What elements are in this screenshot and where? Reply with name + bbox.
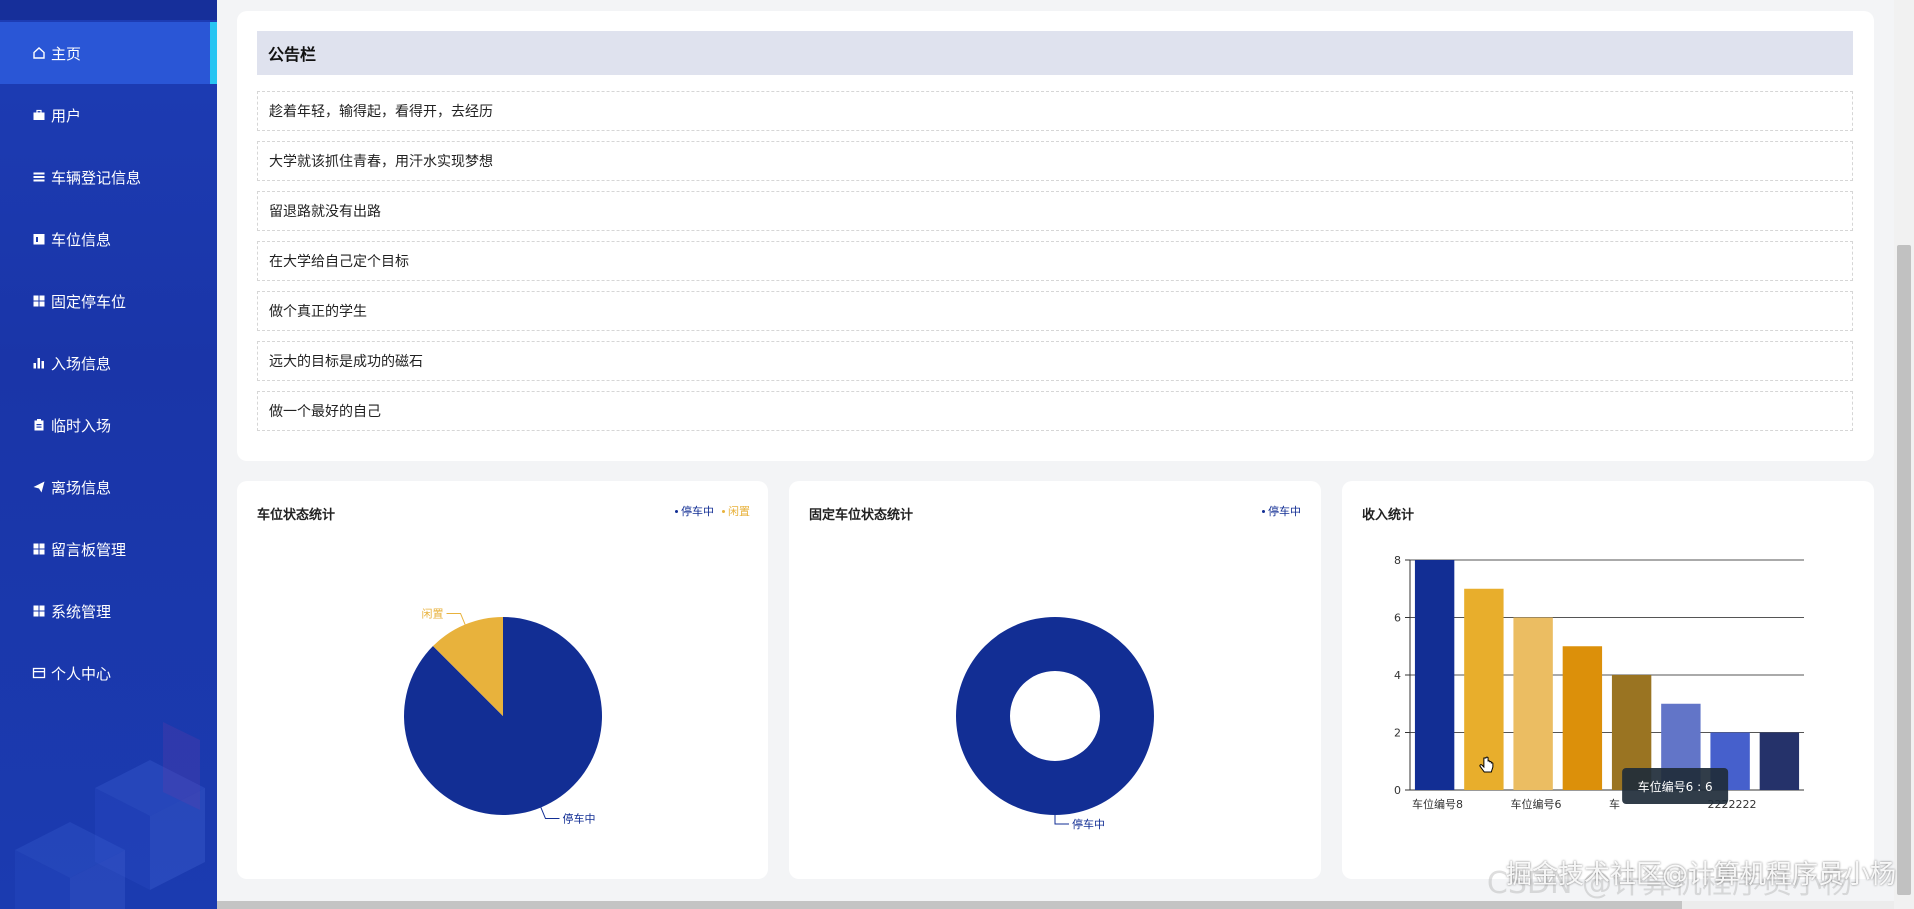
sidebar-item-fixed-parking[interactable]: 固定停车位: [0, 270, 217, 332]
chart-legend: 停车中 闲置: [675, 503, 750, 519]
pie-slice[interactable]: [404, 617, 603, 815]
id-card-icon: [32, 666, 46, 680]
chart-title: 收入统计: [1362, 508, 1415, 523]
y-tick-label: 4: [1394, 669, 1401, 682]
legend-item[interactable]: 闲置: [722, 503, 750, 519]
bar-chart-icon: [32, 356, 46, 370]
bar[interactable]: [1513, 617, 1553, 791]
notice-item[interactable]: 远大的目标是成功的磁石: [257, 341, 1853, 381]
legend-item[interactable]: 停车中: [1262, 503, 1301, 519]
notice-item[interactable]: 趁着年轻，输得起，看得开，去经历: [257, 91, 1853, 131]
grid-icon: [32, 294, 46, 308]
sidebar-item-exit-info[interactable]: 离场信息: [0, 456, 217, 518]
horizontal-scrollbar[interactable]: [217, 901, 1894, 909]
sidebar-item-label: 入场信息: [51, 354, 112, 373]
sidebar-item-label: 固定停车位: [51, 292, 127, 311]
briefcase-icon: [32, 108, 46, 122]
sidebar-item-vehicle-registration[interactable]: 车辆登记信息: [0, 146, 217, 208]
y-tick-label: 8: [1394, 554, 1401, 567]
bar[interactable]: [1562, 646, 1603, 790]
y-tick-label: 6: [1394, 612, 1401, 625]
sidebar: 主页 用户 车辆登记信息 车位信息 固定停车位 入场信息 临时入: [0, 0, 217, 909]
tooltip-background: [1622, 768, 1729, 804]
x-tick-label: 车位编号6: [1510, 797, 1561, 811]
calendar-icon: [32, 232, 46, 246]
hand-cursor-icon: [1479, 756, 1494, 773]
vertical-scrollbar-thumb[interactable]: [1897, 245, 1911, 895]
bar[interactable]: [1464, 588, 1504, 790]
notice-item[interactable]: 做一个最好的自己: [257, 391, 1853, 431]
home-icon: [32, 46, 46, 60]
notice-board-panel: 公告栏 趁着年轻，输得起，看得开，去经历 大学就该抓住青春，用汗水实现梦想 留退…: [237, 11, 1874, 461]
legend-label: 停车中: [1268, 505, 1301, 518]
sidebar-top-bar: [0, 0, 217, 20]
donut-slice[interactable]: [956, 617, 1154, 815]
chart-title: 车位状态统计: [257, 508, 336, 523]
chart-tooltip: 车位编号6 : 6: [1622, 768, 1729, 804]
sidebar-item-personal-center[interactable]: 个人中心: [0, 642, 217, 704]
grid-icon: [32, 542, 46, 556]
parking-status-chart-panel: 车位状态统计 停车中 闲置 停车中 闲置: [237, 481, 768, 879]
sidebar-item-parking-space[interactable]: 车位信息: [0, 208, 217, 270]
sidebar-item-label: 临时入场: [51, 416, 112, 435]
sidebar-item-system-management[interactable]: 系统管理: [0, 580, 217, 642]
legend-dot-icon: [675, 509, 678, 513]
sidebar-item-home[interactable]: 主页: [0, 22, 217, 84]
notice-item[interactable]: 做个真正的学生: [257, 291, 1853, 331]
tooltip-label: 车位编号6 : 6: [1638, 779, 1713, 794]
income-chart-panel: 收入统计 0 2 4 6 8 车位编号8 车位编号6 车 2222222 车位编号6 : 6: [1342, 481, 1874, 879]
legend-dot-icon: [722, 509, 725, 513]
send-icon: [32, 480, 46, 494]
legend-label: 停车中: [681, 505, 714, 518]
watermark-ghost: CSDN @计算机程序员小杨: [1486, 866, 1852, 901]
sidebar-item-label: 个人中心: [51, 664, 112, 683]
list-icon: [32, 170, 46, 184]
pie-slice[interactable]: [433, 617, 503, 716]
pie-label-line: [446, 612, 466, 625]
legend-label: 闲置: [728, 505, 750, 518]
sidebar-item-users[interactable]: 用户: [0, 84, 217, 146]
legend-dot-icon: [1262, 509, 1265, 513]
y-tick-label: 0: [1394, 784, 1401, 797]
sidebar-item-label: 车辆登记信息: [51, 168, 142, 187]
sidebar-item-label: 用户: [51, 106, 82, 125]
decorative-cubes-icon: [15, 722, 205, 909]
notice-item[interactable]: 大学就该抓住青春，用汗水实现梦想: [257, 141, 1853, 181]
bar[interactable]: [1414, 560, 1455, 790]
sidebar-item-label: 主页: [51, 44, 82, 63]
horizontal-scrollbar-thumb[interactable]: [217, 901, 1682, 909]
vertical-scrollbar[interactable]: [1894, 0, 1914, 909]
y-tick-label: 2: [1394, 727, 1401, 740]
grid-icon: [32, 604, 46, 618]
clipboard-icon: [32, 418, 46, 432]
sidebar-item-label: 车位信息: [51, 230, 112, 249]
sidebar-item-label: 留言板管理: [51, 540, 127, 559]
pie-chart: 停车中 闲置: [404, 606, 603, 826]
donut-chart: 停车中: [956, 617, 1154, 831]
sidebar-item-label: 离场信息: [51, 478, 112, 497]
sidebar-item-temporary-entry[interactable]: 临时入场: [0, 394, 217, 456]
x-tick-label: 车: [1609, 797, 1620, 811]
pie-slice-label: 停车中: [562, 812, 595, 826]
sidebar-item-label: 系统管理: [51, 602, 112, 621]
sidebar-item-entry-info[interactable]: 入场信息: [0, 332, 217, 394]
fixed-parking-status-chart-panel: 固定车位状态统计 停车中 停车中: [789, 481, 1321, 879]
legend-item[interactable]: 停车中: [675, 503, 714, 519]
donut-slice-label: 停车中: [1072, 817, 1105, 831]
sidebar-item-message-board[interactable]: 留言板管理: [0, 518, 217, 580]
bar[interactable]: [1759, 732, 1800, 791]
chart-legend: 停车中: [1262, 503, 1301, 519]
pie-slice-label: 闲置: [422, 606, 444, 620]
watermark: 掘金技术社区@计算机程序员小杨: [1505, 860, 1896, 890]
notice-item[interactable]: 留退路就没有出路: [257, 191, 1853, 231]
donut-label-line: [1054, 815, 1069, 825]
chart-title: 固定车位状态统计: [809, 508, 914, 523]
pie-label-line: [540, 807, 560, 820]
x-tick-label: 车位编号8: [1412, 797, 1463, 811]
notice-item[interactable]: 在大学给自己定个目标: [257, 241, 1853, 281]
notice-board-title: 公告栏: [257, 31, 1853, 75]
